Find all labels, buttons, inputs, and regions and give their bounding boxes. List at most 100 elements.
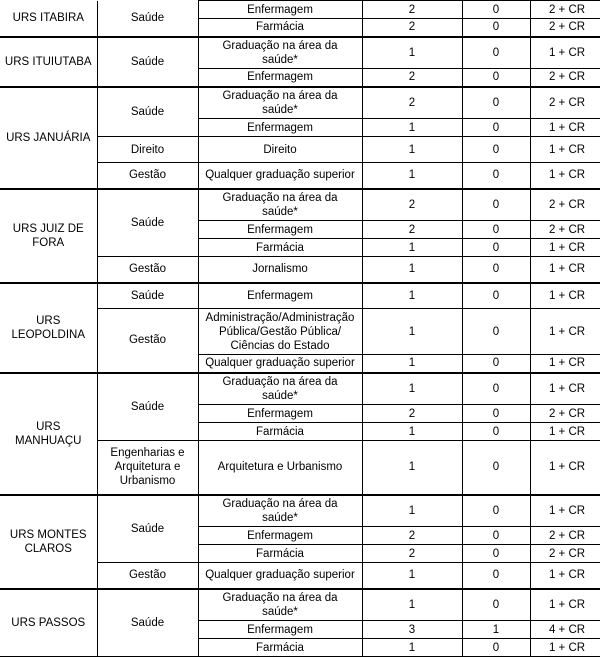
total-cell: 1 + CR — [529, 118, 600, 137]
unit-cell: URS JUIZ DE FORA — [0, 187, 98, 283]
count-cell-2: 0 — [461, 544, 531, 563]
table-row: Farmácia 1 0 1 + CR — [0, 422, 600, 441]
course-cell: Farmácia — [197, 638, 363, 657]
area-cell: Gestão — [96, 562, 199, 589]
course-cell: Qualquer graduação superior — [197, 354, 363, 373]
total-cell: 4 + CR — [529, 620, 600, 639]
count-cell-1: 1 — [361, 162, 463, 189]
count-cell-2: 0 — [461, 371, 531, 405]
count-cell-2: 0 — [461, 68, 531, 87]
count-cell-2: 0 — [461, 526, 531, 545]
course-cell: Arquitetura e Urbanismo — [197, 440, 363, 495]
count-cell-2: 0 — [461, 238, 531, 257]
unit-cell: URS ITUIUTABA — [0, 35, 98, 87]
count-cell-2: 0 — [461, 0, 531, 19]
count-cell-1: 2 — [361, 526, 463, 545]
course-cell: Farmácia — [197, 422, 363, 441]
count-cell-1: 1 — [361, 308, 463, 355]
total-cell: 1 + CR — [529, 440, 600, 495]
count-cell-2: 0 — [461, 220, 531, 239]
area-cell: Saúde — [96, 0, 199, 37]
area-cell: Direito — [96, 136, 199, 163]
count-cell-2: 0 — [461, 256, 531, 283]
count-cell-1: 3 — [361, 620, 463, 639]
count-cell-2: 0 — [461, 562, 531, 589]
count-cell-1: 2 — [361, 544, 463, 563]
total-cell: 2 + CR — [529, 85, 600, 119]
total-cell: 1 + CR — [529, 493, 600, 527]
course-cell: Graduação na área da saúde* — [197, 371, 363, 405]
table-row: URS MANHUAÇU Saúde Graduação na área da sa… — [0, 371, 600, 495]
unit-cell: URS PASSOS — [0, 587, 98, 657]
total-cell: 1 + CR — [529, 238, 600, 257]
count-cell-2: 0 — [461, 308, 531, 355]
table-row: URS ITUIUTABA Saúde Graduação na área da s… — [0, 35, 600, 87]
unit-cell: URS MANHUAÇU — [0, 371, 98, 495]
count-cell-2: 0 — [461, 281, 531, 309]
course-cell: Farmácia — [197, 544, 363, 563]
table-row: URS JANUÁRIA Saúde Graduação na área da sa… — [0, 85, 600, 189]
course-cell: Graduação na área da saúde* — [197, 587, 363, 621]
count-cell-2: 0 — [461, 493, 531, 527]
count-cell-2: 0 — [461, 404, 531, 423]
count-cell-2: 0 — [461, 162, 531, 189]
total-cell: 1 + CR — [529, 308, 600, 355]
course-cell: Qualquer graduação superior — [197, 562, 363, 589]
unit-cell: URS JANUÁRIA — [0, 85, 98, 189]
count-cell-2: 0 — [461, 587, 531, 621]
area-cell: Saúde — [96, 35, 199, 87]
count-cell-1: 1 — [361, 587, 463, 621]
total-cell: 2 + CR — [529, 187, 600, 221]
area-cell: Engenharias e Arquitetura e Urbanismo — [96, 440, 199, 495]
table-row: Enfermagem 2 0 2 + CR — [0, 526, 600, 545]
table-row: Gestão Administração/Administração Públic… — [0, 308, 600, 373]
total-cell: 2 + CR — [529, 0, 600, 19]
count-cell-2: 0 — [461, 440, 531, 495]
total-cell: 2 + CR — [529, 544, 600, 563]
count-cell-2: 0 — [461, 187, 531, 221]
count-cell-2: 0 — [461, 85, 531, 119]
area-cell: Gestão — [96, 162, 199, 189]
course-cell: Qualquer graduação superior — [197, 162, 363, 189]
table-row: Direito Direito 1 0 1 + CR — [0, 136, 600, 163]
count-cell-2: 0 — [461, 35, 531, 69]
table-row: URS PASSOS Saúde Graduação na área da saúd… — [0, 587, 600, 657]
count-cell-2: 0 — [461, 638, 531, 657]
area-cell: Saúde — [96, 85, 199, 137]
count-cell-1: 1 — [361, 118, 463, 137]
count-cell-2: 0 — [461, 354, 531, 373]
total-cell: 1 + CR — [529, 256, 600, 283]
course-cell: Graduação na área da saúde* — [197, 35, 363, 69]
course-cell: Administração/Administração Pública/Gest… — [197, 308, 363, 355]
total-cell: 1 + CR — [529, 562, 600, 589]
area-cell: Saúde — [96, 187, 199, 257]
total-cell: 1 + CR — [529, 162, 600, 189]
table-row: Farmácia 1 0 1 + CR — [0, 238, 600, 257]
total-cell: 1 + CR — [529, 638, 600, 657]
course-cell: Enfermagem — [197, 404, 363, 423]
count-cell-2: 0 — [461, 18, 531, 37]
course-cell: Enfermagem — [197, 118, 363, 137]
course-cell: Farmácia — [197, 238, 363, 257]
count-cell-1: 2 — [361, 220, 463, 239]
count-cell-1: 1 — [361, 638, 463, 657]
total-cell: 1 + CR — [529, 136, 600, 163]
area-cell: Gestão — [96, 308, 199, 373]
table-row: URS LEOPOLDINA Saúde Enfermagem 1 0 1 + CR — [0, 281, 600, 373]
course-cell: Enfermagem — [197, 220, 363, 239]
total-cell: 2 + CR — [529, 220, 600, 239]
count-cell-1: 2 — [361, 0, 463, 19]
count-cell-2: 0 — [461, 118, 531, 137]
course-cell: Enfermagem — [197, 68, 363, 87]
count-cell-1: 2 — [361, 187, 463, 221]
area-cell: Saúde — [96, 587, 199, 657]
total-cell: 1 + CR — [529, 281, 600, 309]
table-row: URS ITABIRA Saúde Enfermagem 2 0 2 + CR — [0, 0, 600, 37]
total-cell: 1 + CR — [529, 371, 600, 405]
total-cell: 1 + CR — [529, 35, 600, 69]
course-cell: Graduação na área da saúde* — [197, 187, 363, 221]
count-cell-2: 0 — [461, 422, 531, 441]
course-cell: Direito — [197, 136, 363, 163]
course-cell: Graduação na área da saúde* — [197, 493, 363, 527]
